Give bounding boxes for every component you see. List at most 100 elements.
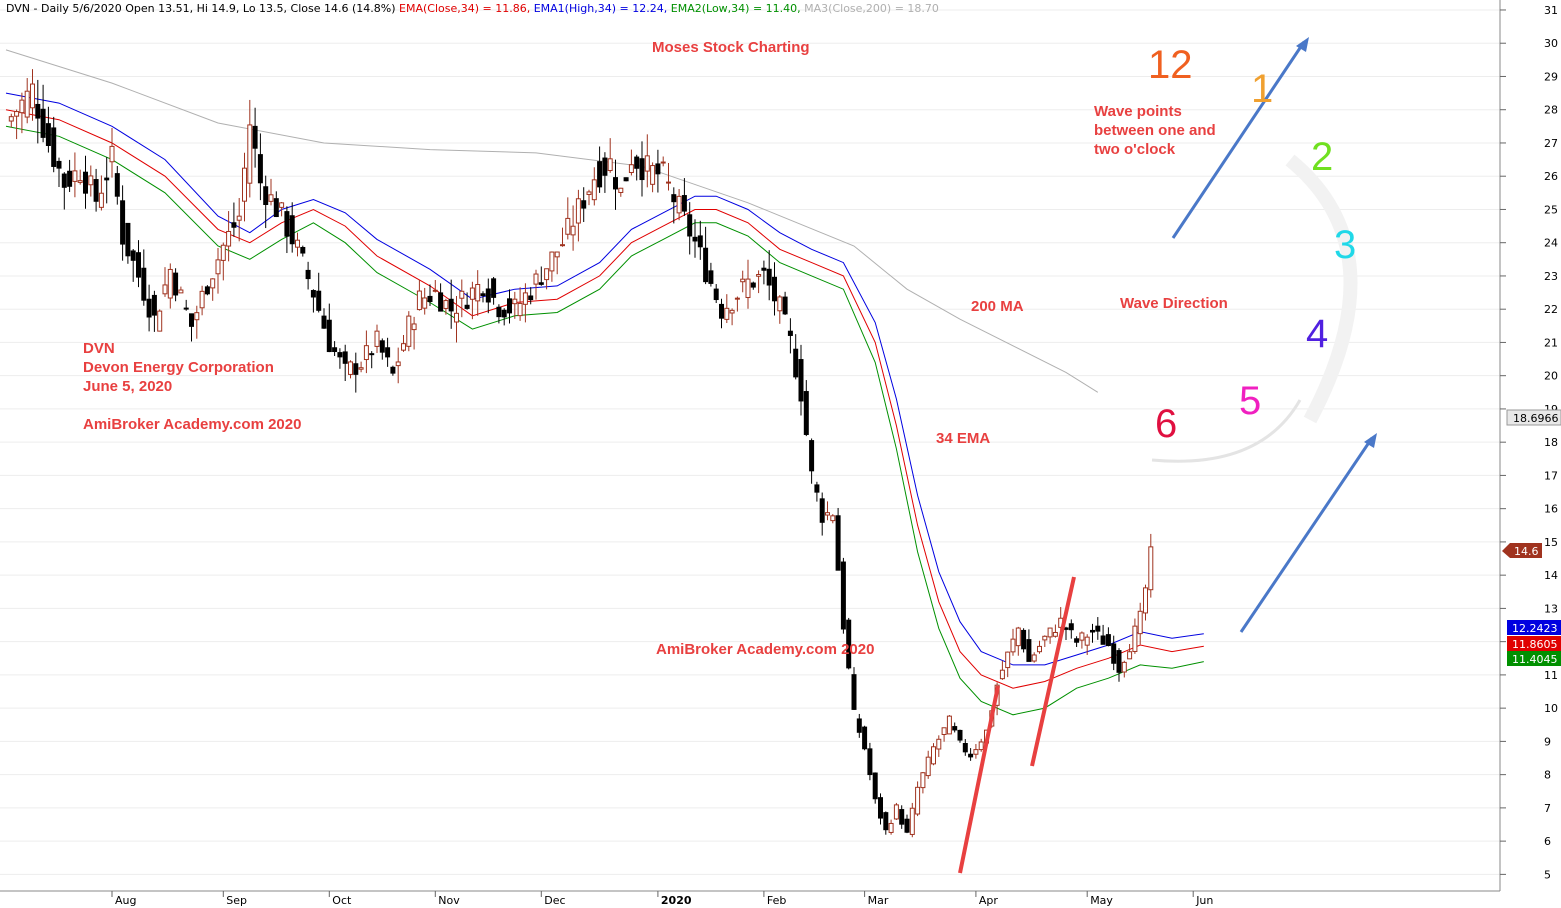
candle-body-170: [904, 818, 910, 833]
candle-body-107: [570, 225, 576, 236]
candle-body-184: [978, 741, 984, 751]
candle-body-143: [761, 267, 767, 271]
candle-body-20: [109, 145, 115, 163]
candle-body-124: [660, 161, 666, 164]
candle-body-140: [745, 278, 751, 299]
candle-body-110: [586, 191, 592, 195]
clock-1: 1: [1251, 67, 1273, 111]
wave-arrowhead-upper: [1296, 37, 1309, 52]
clock-face: 12 1 2 3 4 5 6: [1148, 43, 1356, 446]
candle-body-60: [321, 315, 327, 329]
candle-body-159: [846, 619, 852, 669]
candle-body-130: [692, 236, 698, 242]
candle-body-120: [639, 158, 645, 181]
candle-body-91: [485, 288, 491, 303]
candle-body-180: [957, 729, 963, 741]
candle-body-133: [708, 270, 714, 284]
candle-body-3: [19, 99, 25, 114]
candle-body-165: [878, 797, 883, 819]
y-tick-label-23: 23: [1544, 270, 1558, 283]
candle-body-108: [575, 198, 581, 224]
clock-5: 5: [1239, 379, 1261, 423]
candle-body-153: [814, 484, 820, 493]
candle-body-94: [501, 309, 507, 318]
candle-body-35: [189, 313, 194, 327]
y-tick-label-16: 16: [1544, 503, 1558, 516]
candle-body-115: [613, 177, 618, 190]
candle-body-22: [120, 200, 126, 245]
candle-body-117: [623, 177, 629, 182]
candle-body-207: [1100, 635, 1106, 645]
y-tick-label-15: 15: [1544, 536, 1558, 549]
candle-body-36: [194, 312, 200, 321]
header-ema2: EMA2(Low,34) = 11.40,: [671, 2, 804, 15]
candle-body-28: [151, 294, 157, 316]
tag-ema-high-box: [1507, 620, 1561, 635]
gridlines: [0, 9, 1500, 875]
x-tick-label-1: Sep: [226, 894, 247, 907]
candle-body-45: [242, 167, 247, 202]
candle-body-66: [353, 363, 359, 375]
candle-body-104: [554, 251, 560, 258]
candle-body-214: [1137, 610, 1143, 635]
y-tick-label-24: 24: [1544, 237, 1558, 250]
candle-body-109: [581, 200, 587, 209]
candle-body-85: [454, 312, 459, 323]
series-line-3: [5, 49, 1099, 393]
candle-body-64: [342, 351, 348, 364]
y-tick-label-7: 7: [1544, 802, 1551, 815]
academy-left-label: AmiBroker Academy.com 2020: [83, 416, 301, 433]
candle-body-122: [650, 165, 656, 185]
candle-body-95: [507, 298, 512, 314]
candle-body-31: [167, 268, 173, 299]
candle-body-89: [475, 284, 481, 302]
candle-body-77: [411, 323, 417, 331]
candle-body-144: [766, 268, 772, 286]
candle-body-138: [734, 297, 740, 300]
candle-body-156: [830, 515, 836, 522]
candle-body-43: [231, 222, 237, 228]
company-label: Devon Energy Corporation: [83, 359, 274, 376]
candle-body-149: [793, 348, 799, 378]
y-tick-label-28: 28: [1544, 104, 1558, 117]
candle-body-112: [597, 161, 603, 188]
candle-body-29: [157, 310, 163, 332]
y-tick-label-25: 25: [1544, 203, 1558, 216]
candle-body-193: [1026, 639, 1032, 662]
candle-body-183: [973, 749, 979, 755]
candle-body-42: [226, 230, 232, 247]
candle-body-146: [777, 296, 783, 312]
tag-ma200: 18.6966: [1513, 412, 1559, 425]
candle-body-150: [798, 359, 804, 402]
candle-body-176: [936, 738, 942, 750]
moses-label: Moses Stock Charting: [652, 39, 810, 56]
candle-body-63: [337, 352, 343, 358]
candle-body-116: [618, 187, 624, 193]
candle-body-137: [729, 309, 735, 314]
candle-body-152: [809, 440, 815, 472]
candle-body-172: [915, 786, 921, 815]
candle-body-57: [305, 269, 311, 280]
tag-ema-low: 11.4045: [1512, 653, 1558, 666]
candle-body-6: [35, 103, 41, 119]
clock-2: 2: [1311, 135, 1333, 179]
y-tick-label-21: 21: [1544, 336, 1558, 349]
candle-body-174: [925, 756, 931, 777]
wave-note-line1: Wave points: [1094, 103, 1182, 120]
text-annotations: Moses Stock Charting DVN Devon Energy Co…: [83, 39, 1228, 658]
candle-body-147: [782, 296, 788, 315]
candle-body-216: [1148, 546, 1154, 591]
candle-body-151: [803, 391, 809, 435]
y-tick-label-9: 9: [1544, 735, 1551, 748]
candle-body-16: [88, 175, 94, 186]
candlesticks: [8, 69, 1154, 838]
candle-body-171: [909, 807, 915, 835]
candle-body-166: [883, 812, 889, 831]
candle-body-114: [607, 158, 613, 172]
candle-body-210: [1116, 650, 1122, 673]
candle-body-178: [946, 715, 952, 735]
x-tick-label-8: Apr: [979, 894, 999, 907]
candle-body-205: [1090, 629, 1095, 633]
candle-body-127: [676, 195, 682, 214]
ema34-label: 34 EMA: [936, 430, 990, 447]
